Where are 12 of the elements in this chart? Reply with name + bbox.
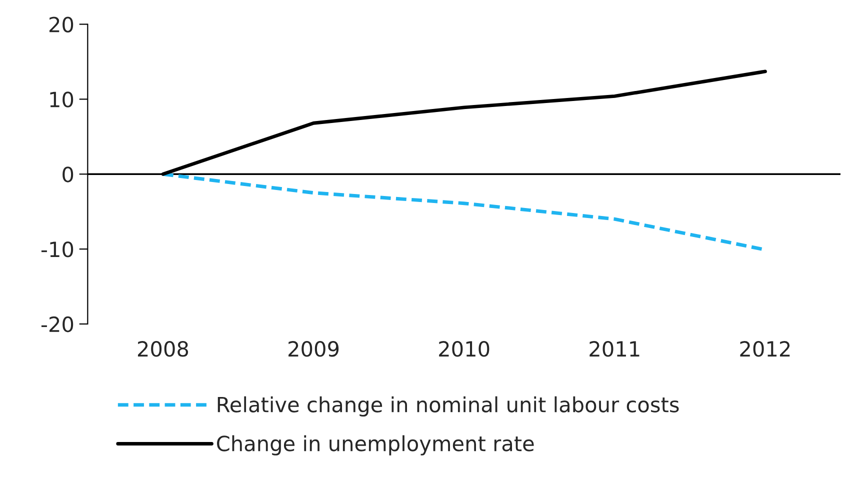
legend-label: Change in unemployment rate bbox=[217, 435, 534, 456]
y-tick-label: -20 bbox=[41, 316, 74, 332]
x-tick-label: 2011 bbox=[590, 341, 640, 357]
legend-label: Relative change in nominal unit labour costs bbox=[218, 396, 679, 416]
x-tick-label: 2008 bbox=[138, 341, 188, 357]
x-tick-label: 2010 bbox=[439, 341, 490, 357]
y-tick-label: -10 bbox=[41, 242, 74, 258]
y-tick-label: 20 bbox=[49, 16, 74, 32]
x-tick-label: 2012 bbox=[740, 341, 790, 357]
y-tick-label: 0 bbox=[62, 166, 74, 182]
y-tick-label: 10 bbox=[50, 92, 74, 108]
x-tick-label: 2009 bbox=[288, 341, 339, 357]
